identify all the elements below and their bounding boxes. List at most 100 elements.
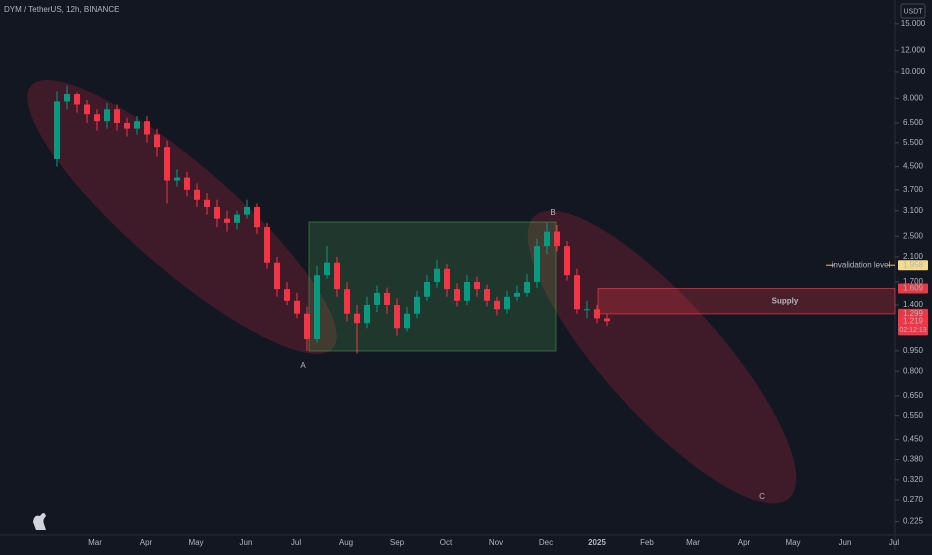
x-tick-label: Mar [88,538,102,547]
range-box [308,221,557,352]
x-tick-label: Jun [839,538,852,547]
candle-body [104,109,110,122]
candle-body [274,262,280,290]
supply-zone [597,287,896,315]
candle-body [334,262,340,290]
candle-body [254,206,260,228]
last-price-tag [898,316,928,336]
price-tag [898,308,928,319]
candle-body [124,123,130,129]
x-tick-label: Oct [440,538,453,547]
candle-body [594,309,600,319]
x-tick-label: Sep [390,538,405,547]
y-tick-label: 0.550 [903,411,924,420]
candle-body [234,214,240,223]
candle-body [344,289,350,314]
supply-label: Supply [772,296,799,305]
candle-body [474,281,480,290]
candle-body [134,121,140,129]
candle-body [54,101,60,159]
candle-body [464,281,470,301]
x-tick-label: Feb [640,538,654,547]
y-tick-label: 12.000 [901,45,926,54]
y-tick-label: 5.500 [903,138,924,147]
y-tick-label: 0.450 [903,435,924,444]
candle-body [424,281,430,297]
price-tag [898,283,928,294]
candle-body [114,109,120,124]
candle-body [524,281,530,293]
candle-body [154,134,160,148]
currency-box [900,3,926,19]
candle-body [584,309,590,311]
x-tick-label: Jul [291,538,301,547]
candle-body [544,231,550,247]
y-tick-label: 3.100 [903,206,924,215]
x-tick-label: Mar [686,538,700,547]
candle-body [194,189,200,200]
x-tick-label: Jun [240,538,253,547]
y-tick-label: 3.700 [903,185,924,194]
candle-body [294,300,300,314]
candle-body [244,206,250,215]
y-tick-label: 15.000 [901,19,926,28]
candle-body [84,104,90,115]
y-tick-label: 0.320 [903,475,924,484]
candle-body [454,289,460,301]
x-tick-label: 2025 [588,538,606,547]
x-tick-label: Aug [339,538,353,547]
price-tag [898,260,928,271]
candle-body [184,177,190,190]
wave-label: B [550,208,555,217]
candle-body [74,94,80,105]
candle-body [484,289,490,301]
x-tick-label: May [785,538,800,547]
candle-body [144,121,150,135]
y-tick-label: 10.000 [901,67,926,76]
candle-body [204,199,210,207]
y-tick-label: 0.650 [903,391,924,400]
candle-body [374,292,380,305]
y-tick-label: 2.100 [903,252,924,261]
candle-body [504,296,510,310]
candle-body [604,318,610,322]
candle-body [264,227,270,263]
x-tick-label: May [188,538,203,547]
price-tag-label: 1.299 [903,309,924,318]
x-tick-label: Nov [489,538,503,547]
candle-body [364,304,370,324]
candle-body [384,292,390,305]
candle-body [494,300,500,310]
y-tick-label: 8.000 [903,94,924,103]
chart-title: DYM / TetherUS, 12h, BINANCE [4,5,119,14]
x-tick-label: Dec [539,538,553,547]
x-tick-label: Jul [889,538,899,547]
y-tick-label: 4.500 [903,162,924,171]
candle-body [164,147,170,181]
wave-label: A [300,361,306,370]
candle-body [394,304,400,329]
y-tick-label: 1.700 [903,277,924,286]
candle-body [514,292,520,297]
candle-body [354,313,360,324]
y-tick-label: 0.270 [903,495,924,504]
wave-label: C [759,492,765,501]
candle-body [94,114,100,122]
y-tick-label: 0.380 [903,455,924,464]
candle-body [314,275,320,340]
candle-body [304,313,310,340]
candle-body [434,268,440,282]
currency: USDT [903,8,923,15]
price-tag-label: 1.609 [903,284,924,293]
wave-ellipse [527,210,797,504]
candle-body [64,94,70,102]
x-tick-label: Apr [738,538,751,547]
candle-body [214,206,220,219]
wave-ellipse [27,80,337,354]
candle-body [404,313,410,329]
y-tick-label: 0.950 [903,346,924,355]
last-price-label: 1.219 [903,316,924,325]
